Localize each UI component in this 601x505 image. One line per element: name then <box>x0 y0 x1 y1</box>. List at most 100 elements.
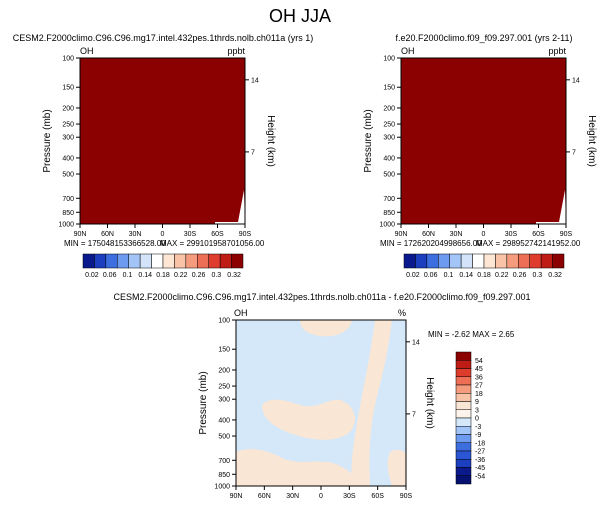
x-tick-label: 90S <box>400 493 413 500</box>
colorbar-swatch <box>518 253 530 269</box>
colorbar-label: -45 <box>475 465 485 472</box>
y-tick-label: 200 <box>62 105 74 112</box>
height-tick-label: 14 <box>251 77 259 84</box>
panel-2-ylabel-right: Height (km) <box>586 115 597 167</box>
positive-region-bottom-right <box>387 449 406 486</box>
colorbar-label: 9 <box>475 399 479 406</box>
panel-2-surface-notch <box>536 190 566 224</box>
x-tick-label: 0 <box>161 231 165 238</box>
y-tick-label: 200 <box>383 105 395 112</box>
colorbar-label: 0.1 <box>444 272 454 279</box>
x-tick-label: 30N <box>129 231 142 238</box>
x-tick-label: 30S <box>184 231 197 238</box>
colorbar-swatch <box>506 253 519 269</box>
panel-1-title: CESM2.F2000climo.C96.C96.mg17.intel.432p… <box>13 33 314 43</box>
y-tick-label: 400 <box>383 155 395 162</box>
colorbar-label: -36 <box>475 457 485 464</box>
x-tick-label: 30S <box>343 493 356 500</box>
y-tick-label: 500 <box>62 172 74 179</box>
x-tick-label: 60N <box>258 493 271 500</box>
colorbar-swatch <box>231 253 244 269</box>
colorbar-label: 0.14 <box>459 272 473 279</box>
colorbar-label: -9 <box>475 432 481 439</box>
x-tick-label: 60S <box>532 231 545 238</box>
panel-2-x-ticks: 90N 60N 30N 0 30S 60S 90S <box>395 224 573 238</box>
colorbar-label: 0.02 <box>85 272 99 279</box>
colorbar-swatch <box>105 253 118 269</box>
colorbar-swatch <box>151 253 164 269</box>
colorbar-label: -54 <box>475 473 485 480</box>
colorbar-label: 0.32 <box>548 272 562 279</box>
y-tick-label: 150 <box>383 85 395 92</box>
panel-diff-height-ticks: 14 7 <box>406 339 420 418</box>
colorbar-swatch <box>455 459 472 468</box>
panel-diff: CESM2.F2000climo.C96.C96.mg17.intel.432p… <box>113 292 530 500</box>
panel-2-min-label: MIN = 172620204998656.00 <box>380 239 482 248</box>
y-tick-label: 500 <box>383 172 395 179</box>
panel-diff-min-max-label: MIN = -2.62 MAX = 2.65 <box>428 330 515 339</box>
panel-1: CESM2.F2000climo.C96.C96.mg17.intel.432p… <box>13 33 314 248</box>
y-tick-label: 150 <box>218 347 230 354</box>
panel-1-right-label: ppbt <box>227 46 245 56</box>
x-tick-label: 90S <box>560 231 573 238</box>
colorbar-swatch <box>472 253 485 269</box>
panel-1-x-ticks: 90N 60N 30N 0 30S 60S 90S <box>74 224 252 238</box>
y-tick-label: 850 <box>62 210 74 217</box>
colorbar-swatch <box>455 467 472 476</box>
colorbar-swatch <box>455 360 472 369</box>
colorbar-swatch <box>197 253 209 269</box>
height-tick-label: 7 <box>572 149 576 156</box>
height-tick-label: 14 <box>572 77 580 84</box>
colorbar-label: 18 <box>475 391 483 398</box>
height-tick-label: 7 <box>412 411 416 418</box>
panel-2-ylabel: Pressure (mb) <box>363 109 374 172</box>
colorbar-swatch <box>455 401 472 410</box>
x-tick-label: 60N <box>101 231 114 238</box>
height-tick-label: 14 <box>412 339 420 346</box>
y-tick-label: 300 <box>62 135 74 142</box>
positive-region-right-column <box>351 320 392 486</box>
colorbar-swatch <box>460 253 473 269</box>
y-tick-label: 1000 <box>214 484 230 491</box>
panel-2-y-ticks: 100 150 200 250 300 400 500 700 850 1000 <box>379 56 401 229</box>
colorbar-label: 27 <box>475 383 483 390</box>
colorbar-swatch <box>403 253 416 269</box>
colorbar-label: -3 <box>475 424 481 431</box>
colorbar-label: 0.06 <box>424 272 438 279</box>
panel-diff-right-label: % <box>398 308 406 318</box>
x-tick-label: 60S <box>211 231 224 238</box>
colorbar-swatch <box>208 253 221 269</box>
colorbar-swatch <box>94 253 107 269</box>
colorbar-top-right: 0.02 0.06 0.1 0.14 0.18 0.22 0.26 0.3 0.32 <box>403 253 565 279</box>
y-tick-label: 250 <box>218 384 230 391</box>
colorbar-swatch <box>455 450 472 460</box>
colorbar-top-left: 0.02 0.06 0.1 0.14 0.18 0.22 0.26 0.3 0.32 <box>82 253 244 279</box>
colorbar-swatch <box>455 384 472 394</box>
figure-title: OH JJA <box>269 6 331 26</box>
y-tick-label: 250 <box>383 122 395 129</box>
colorbar-swatch <box>219 253 232 269</box>
y-tick-label: 200 <box>218 367 230 374</box>
panel-diff-positive-regions <box>236 320 406 486</box>
height-tick-label: 7 <box>251 149 255 156</box>
x-tick-label: 90S <box>239 231 252 238</box>
panel-1-surface-notch <box>215 190 245 224</box>
colorbar-label: 54 <box>475 358 483 365</box>
colorbar-swatch <box>128 253 141 269</box>
colorbar-swatch <box>529 253 542 269</box>
x-tick-label: 90N <box>230 493 243 500</box>
panel-1-ylabel: Pressure (mb) <box>42 109 53 172</box>
x-tick-label: 60N <box>422 231 435 238</box>
colorbar-label: 0.22 <box>495 272 509 279</box>
positive-region-top <box>300 320 352 337</box>
y-tick-label: 250 <box>62 122 74 129</box>
panel-diff-x-ticks: 90N 60N 30N 0 30S 60S 90S <box>230 486 413 500</box>
colorbar-swatch <box>455 426 472 435</box>
colorbar-swatch <box>455 434 472 443</box>
positive-region-mid <box>262 399 355 440</box>
colorbar-swatch <box>455 442 472 452</box>
y-tick-label: 300 <box>383 135 395 142</box>
y-tick-label: 400 <box>218 417 230 424</box>
x-tick-label: 30N <box>286 493 299 500</box>
